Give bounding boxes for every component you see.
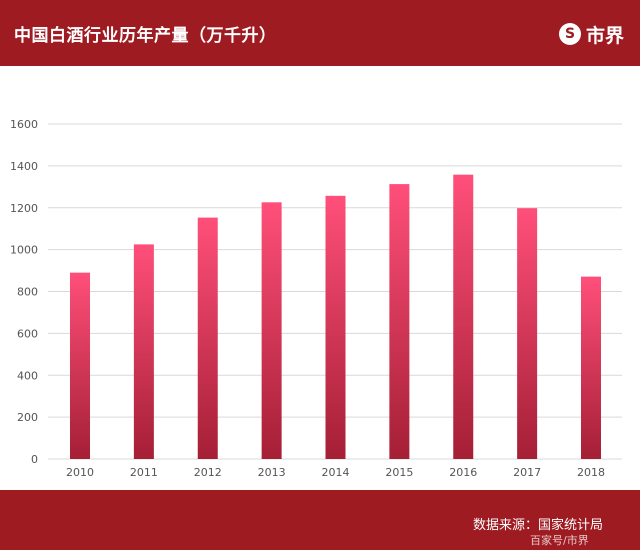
y-tick-label: 200	[17, 411, 38, 424]
bar-2013	[261, 202, 282, 459]
bar-2017	[517, 208, 538, 459]
chart-header: 中国白酒行业历年产量（万千升） S 市界	[0, 0, 640, 66]
bar-2016	[453, 174, 474, 459]
x-tick-label: 2012	[194, 466, 222, 479]
y-tick-label: 1200	[10, 202, 38, 215]
bar-2018	[581, 276, 601, 459]
y-tick-label: 1600	[10, 118, 38, 131]
x-tick-label: 2016	[449, 466, 477, 479]
x-tick-label: 2014	[322, 466, 350, 479]
x-tick-label: 2015	[385, 466, 413, 479]
brand-name: 市界	[585, 24, 624, 47]
y-tick-label: 1400	[10, 160, 38, 173]
chart-area: 0 200 400 600 800 1000 1200 1400 1600 2010 2011 20…	[0, 66, 640, 490]
x-axis-ticks: 2010 2011 2012 2013 2014 2015 2016 2017 2018	[66, 466, 605, 479]
bars	[70, 174, 601, 460]
x-tick-label: 2010	[66, 466, 94, 479]
y-tick-label: 1000	[10, 244, 38, 257]
brand-logo: S 市界	[558, 22, 624, 47]
bar-2011	[133, 244, 154, 459]
y-axis-ticks: 0 200 400 600 800 1000 1200 1400 1600	[10, 118, 38, 466]
chart-title: 中国白酒行业历年产量（万千升）	[14, 26, 277, 46]
y-tick-label: 0	[31, 453, 38, 466]
x-tick-label: 2011	[130, 466, 158, 479]
data-source: 数据来源：国家统计局	[473, 518, 604, 533]
bar-2014	[325, 195, 346, 460]
bar-2012	[197, 217, 218, 459]
bar-2010	[70, 272, 90, 459]
y-tick-label: 600	[17, 327, 38, 340]
brand-s-icon: S	[558, 23, 581, 45]
x-tick-label: 2013	[258, 466, 286, 479]
y-tick-label: 400	[17, 369, 38, 382]
chart-footer: 数据来源：国家统计局 百家号/市界	[0, 490, 640, 550]
x-tick-label: 2017	[513, 466, 541, 479]
y-tick-label: 800	[17, 286, 38, 299]
watermark: 百家号/市界	[530, 534, 589, 547]
bar-2015	[389, 184, 410, 459]
x-tick-label: 2018	[577, 466, 605, 479]
